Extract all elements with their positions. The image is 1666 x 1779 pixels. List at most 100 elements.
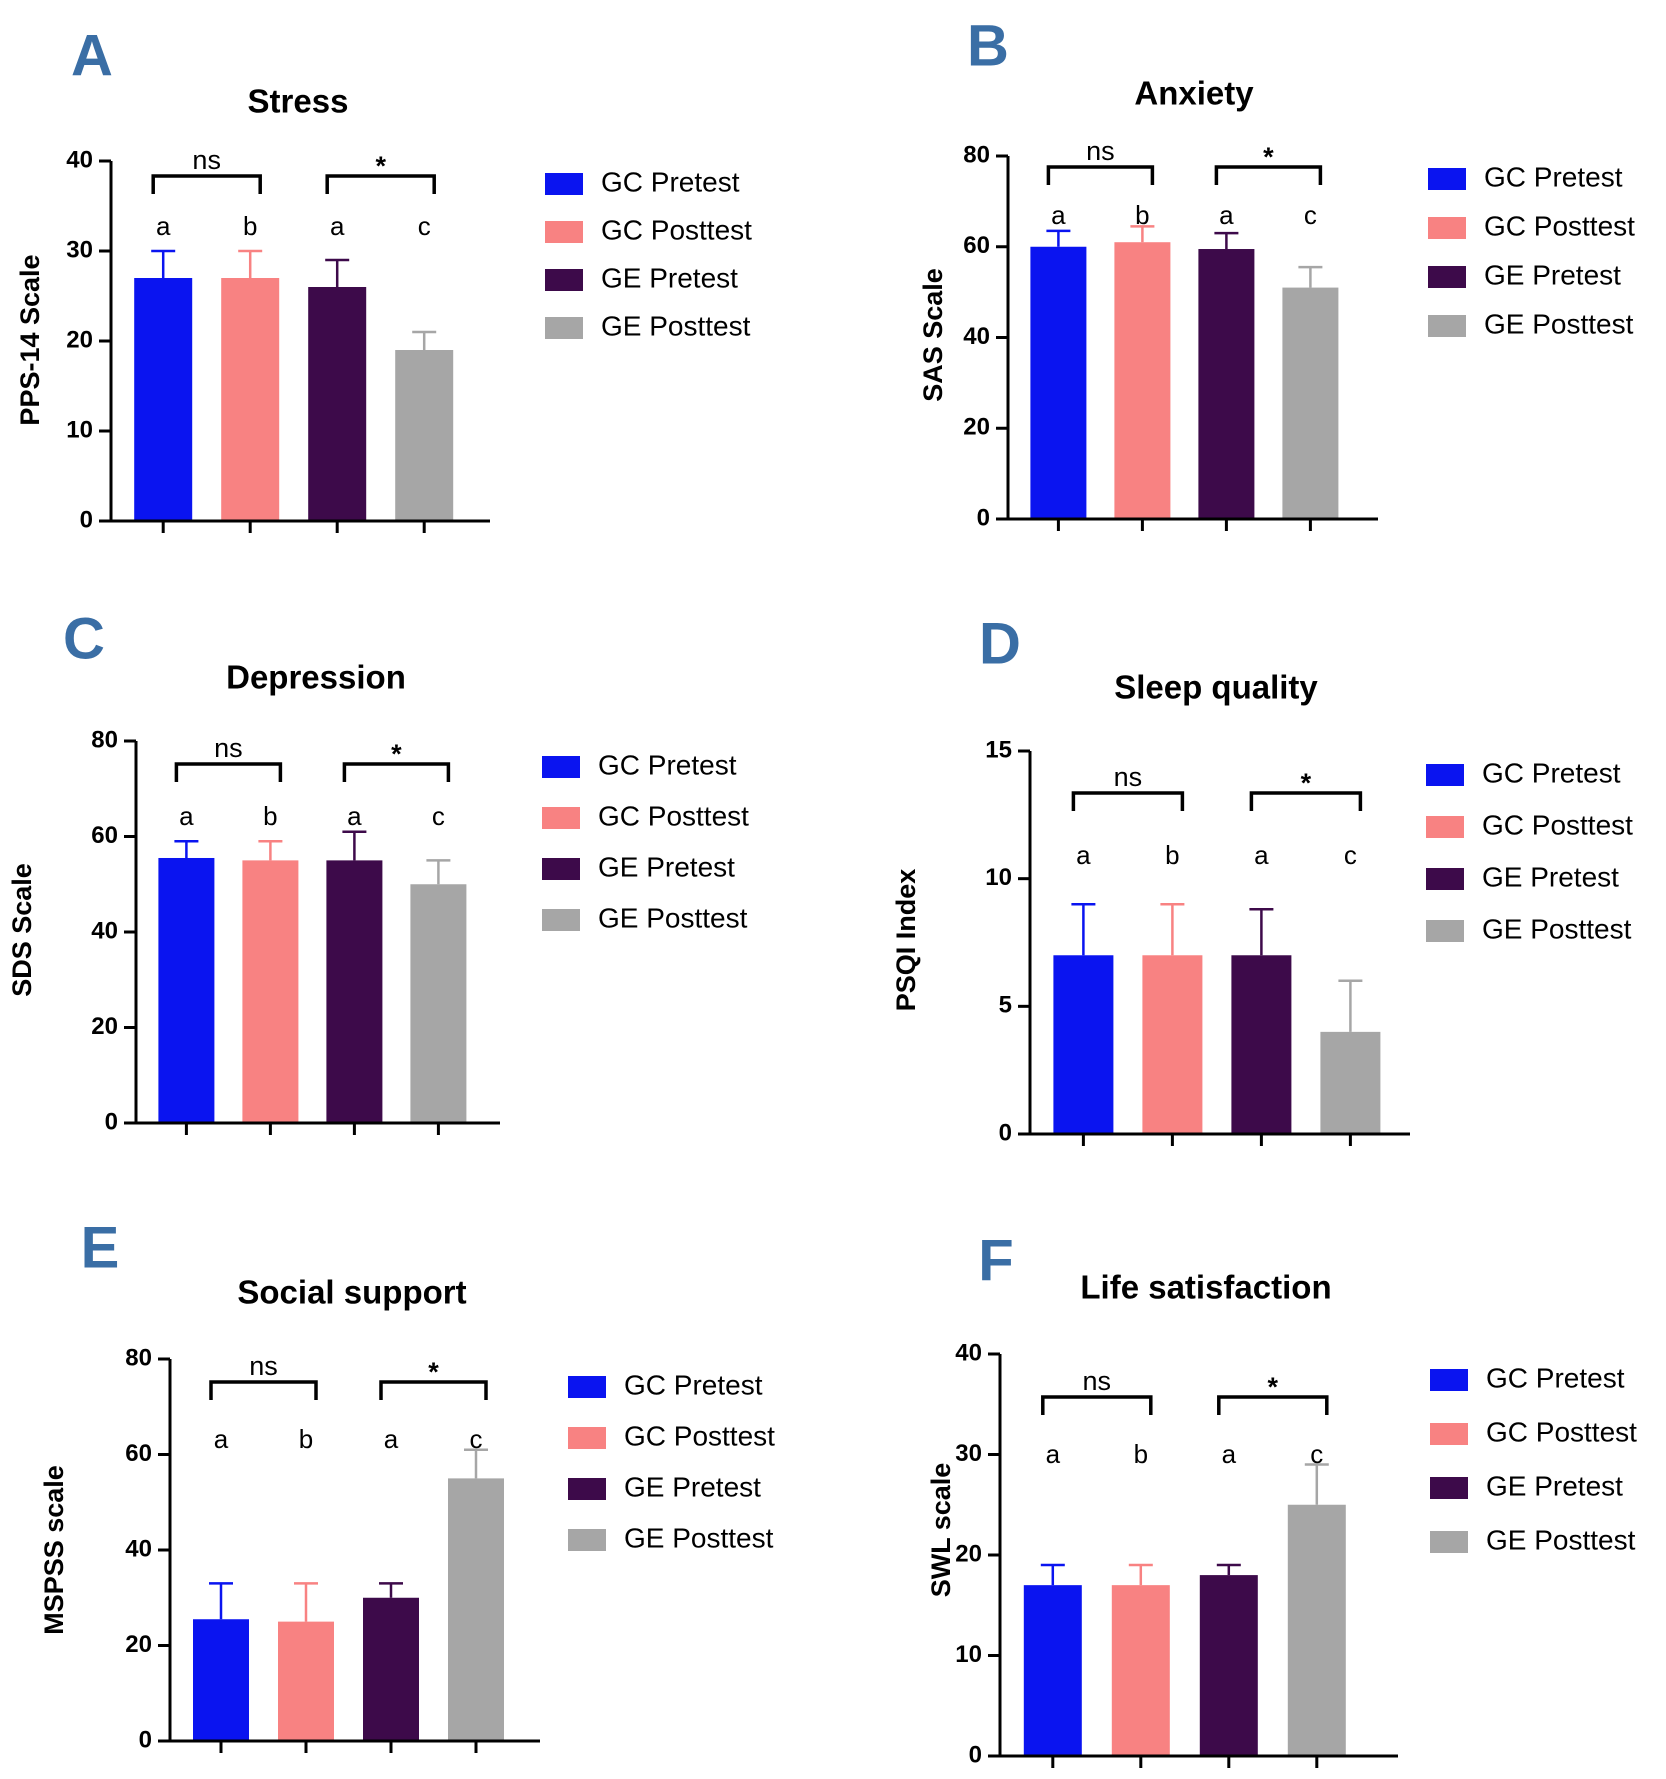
chart-title: Life satisfaction: [1080, 1269, 1331, 1306]
y-tick-label: 0: [80, 506, 93, 533]
legend-label: GE Posttest: [1486, 1524, 1636, 1555]
significance-bracket: [209, 1380, 318, 1400]
significance-label: *: [1301, 768, 1312, 798]
legend-label: GC Posttest: [601, 214, 752, 245]
bar-gc-posttest: [278, 1621, 334, 1741]
panel-b: B Anxiety SAS Scale a b a c 0 20 40 60 80 ns * GC Pret…: [918, 13, 1635, 531]
y-tick-label: 40: [963, 323, 990, 350]
y-axis-label: PPS-14 Scale: [15, 254, 45, 425]
significance-bracket: [1249, 791, 1363, 811]
group-letter-label: a: [1219, 200, 1234, 230]
bar-gc-posttest: [221, 278, 280, 521]
bar-gc-pretest: [1053, 955, 1114, 1134]
y-tick-label: 20: [66, 326, 93, 353]
legend-swatch: [545, 269, 583, 291]
significance-label: *: [1263, 142, 1274, 172]
y-axis-label: MSPSS scale: [39, 1465, 69, 1635]
group-letter-label: a: [156, 211, 171, 241]
legend-swatch: [542, 756, 580, 778]
legend-swatch: [1426, 764, 1464, 786]
significance-label: ns: [249, 1351, 278, 1381]
legend-label: GE Pretest: [624, 1471, 761, 1502]
bar-gc-posttest: [1111, 1585, 1170, 1756]
legend-swatch: [568, 1376, 606, 1398]
legend-label: GC Pretest: [598, 749, 737, 780]
legend-label: GC Posttest: [1484, 210, 1635, 241]
legend-label: GE Posttest: [598, 902, 748, 933]
significance-bracket: [379, 1380, 488, 1400]
bar-ge-pretest: [1199, 1575, 1258, 1756]
group-letter-label: b: [1134, 1439, 1148, 1469]
y-tick-label: 5: [999, 992, 1012, 1019]
y-tick-label: 0: [139, 1726, 152, 1753]
y-tick-label: 30: [66, 236, 93, 263]
legend-label: GC Posttest: [1486, 1416, 1637, 1447]
significance-bracket: [151, 174, 262, 194]
group-letter-label: a: [1254, 840, 1269, 870]
legend-swatch: [1426, 920, 1464, 942]
legend-label: GE Posttest: [1482, 913, 1632, 944]
panel-a: A Stress PPS-14 Scale a b a c 0 10 20 30 40 ns * GC Pr…: [15, 23, 752, 533]
legend-label: GC Pretest: [1482, 757, 1621, 788]
y-tick-label: 0: [105, 1108, 118, 1135]
panel-letter: F: [978, 1228, 1013, 1293]
legend-label: GE Posttest: [601, 310, 751, 341]
y-tick-label: 10: [985, 864, 1012, 891]
chart-title: Sleep quality: [1114, 669, 1318, 706]
bar-ge-posttest: [410, 884, 467, 1123]
group-letter-label: a: [330, 211, 345, 241]
group-letter-label: c: [418, 211, 431, 241]
legend-label: GC Pretest: [1484, 161, 1623, 192]
y-tick-label: 0: [969, 1741, 982, 1768]
legend-swatch: [545, 173, 583, 195]
group-letter-label: b: [299, 1424, 313, 1454]
group-letter-label: b: [263, 801, 277, 831]
group-letter-label: b: [243, 211, 257, 241]
legend-swatch: [545, 317, 583, 339]
bar-gc-posttest: [242, 860, 299, 1123]
y-tick-label: 60: [91, 822, 118, 849]
legend-swatch: [1428, 217, 1466, 239]
significance-label: *: [375, 151, 386, 181]
y-tick-label: 0: [977, 504, 990, 531]
group-letter-label: a: [179, 801, 194, 831]
bar-gc-posttest: [1114, 242, 1171, 519]
significance-label: *: [428, 1357, 439, 1387]
group-letter-label: b: [1135, 200, 1149, 230]
significance-label: ns: [192, 145, 221, 175]
bar-ge-pretest: [326, 860, 383, 1123]
legend-label: GE Pretest: [598, 851, 735, 882]
panel-letter: E: [81, 1215, 120, 1280]
significance-label: *: [1268, 1372, 1279, 1402]
y-axis-label: SDS Scale: [7, 863, 37, 997]
panel-letter: B: [967, 13, 1009, 78]
group-letter-label: c: [1304, 200, 1317, 230]
group-letter-label: a: [1046, 1439, 1061, 1469]
y-tick-label: 20: [91, 1013, 118, 1040]
y-tick-label: 40: [91, 917, 118, 944]
y-tick-label: 60: [963, 232, 990, 259]
chart-title: Anxiety: [1134, 75, 1254, 112]
legend-swatch: [542, 807, 580, 829]
panel-letter: D: [979, 611, 1021, 676]
legend-swatch: [568, 1478, 606, 1500]
y-tick-label: 80: [963, 141, 990, 168]
y-axis-label: SAS Scale: [918, 268, 948, 402]
legend-label: GE Pretest: [1484, 259, 1621, 290]
significance-label: ns: [1114, 762, 1143, 792]
chart-title: Depression: [226, 659, 406, 696]
bar-ge-pretest: [1198, 249, 1255, 520]
y-tick-label: 60: [125, 1440, 152, 1467]
legend-swatch: [542, 858, 580, 880]
chart-title: Social support: [237, 1274, 466, 1311]
y-tick-label: 80: [125, 1344, 152, 1371]
panel-f: F Life satisfaction SWL scale a b a c 0 10 20 30 40…: [926, 1228, 1637, 1768]
bar-ge-posttest: [1287, 1504, 1346, 1756]
panel-letter: C: [63, 606, 105, 671]
legend-swatch: [1428, 168, 1466, 190]
group-letter-label: a: [347, 801, 362, 831]
bar-ge-posttest: [1282, 287, 1339, 519]
bar-ge-posttest: [395, 350, 454, 521]
significance-bracket: [342, 762, 451, 782]
